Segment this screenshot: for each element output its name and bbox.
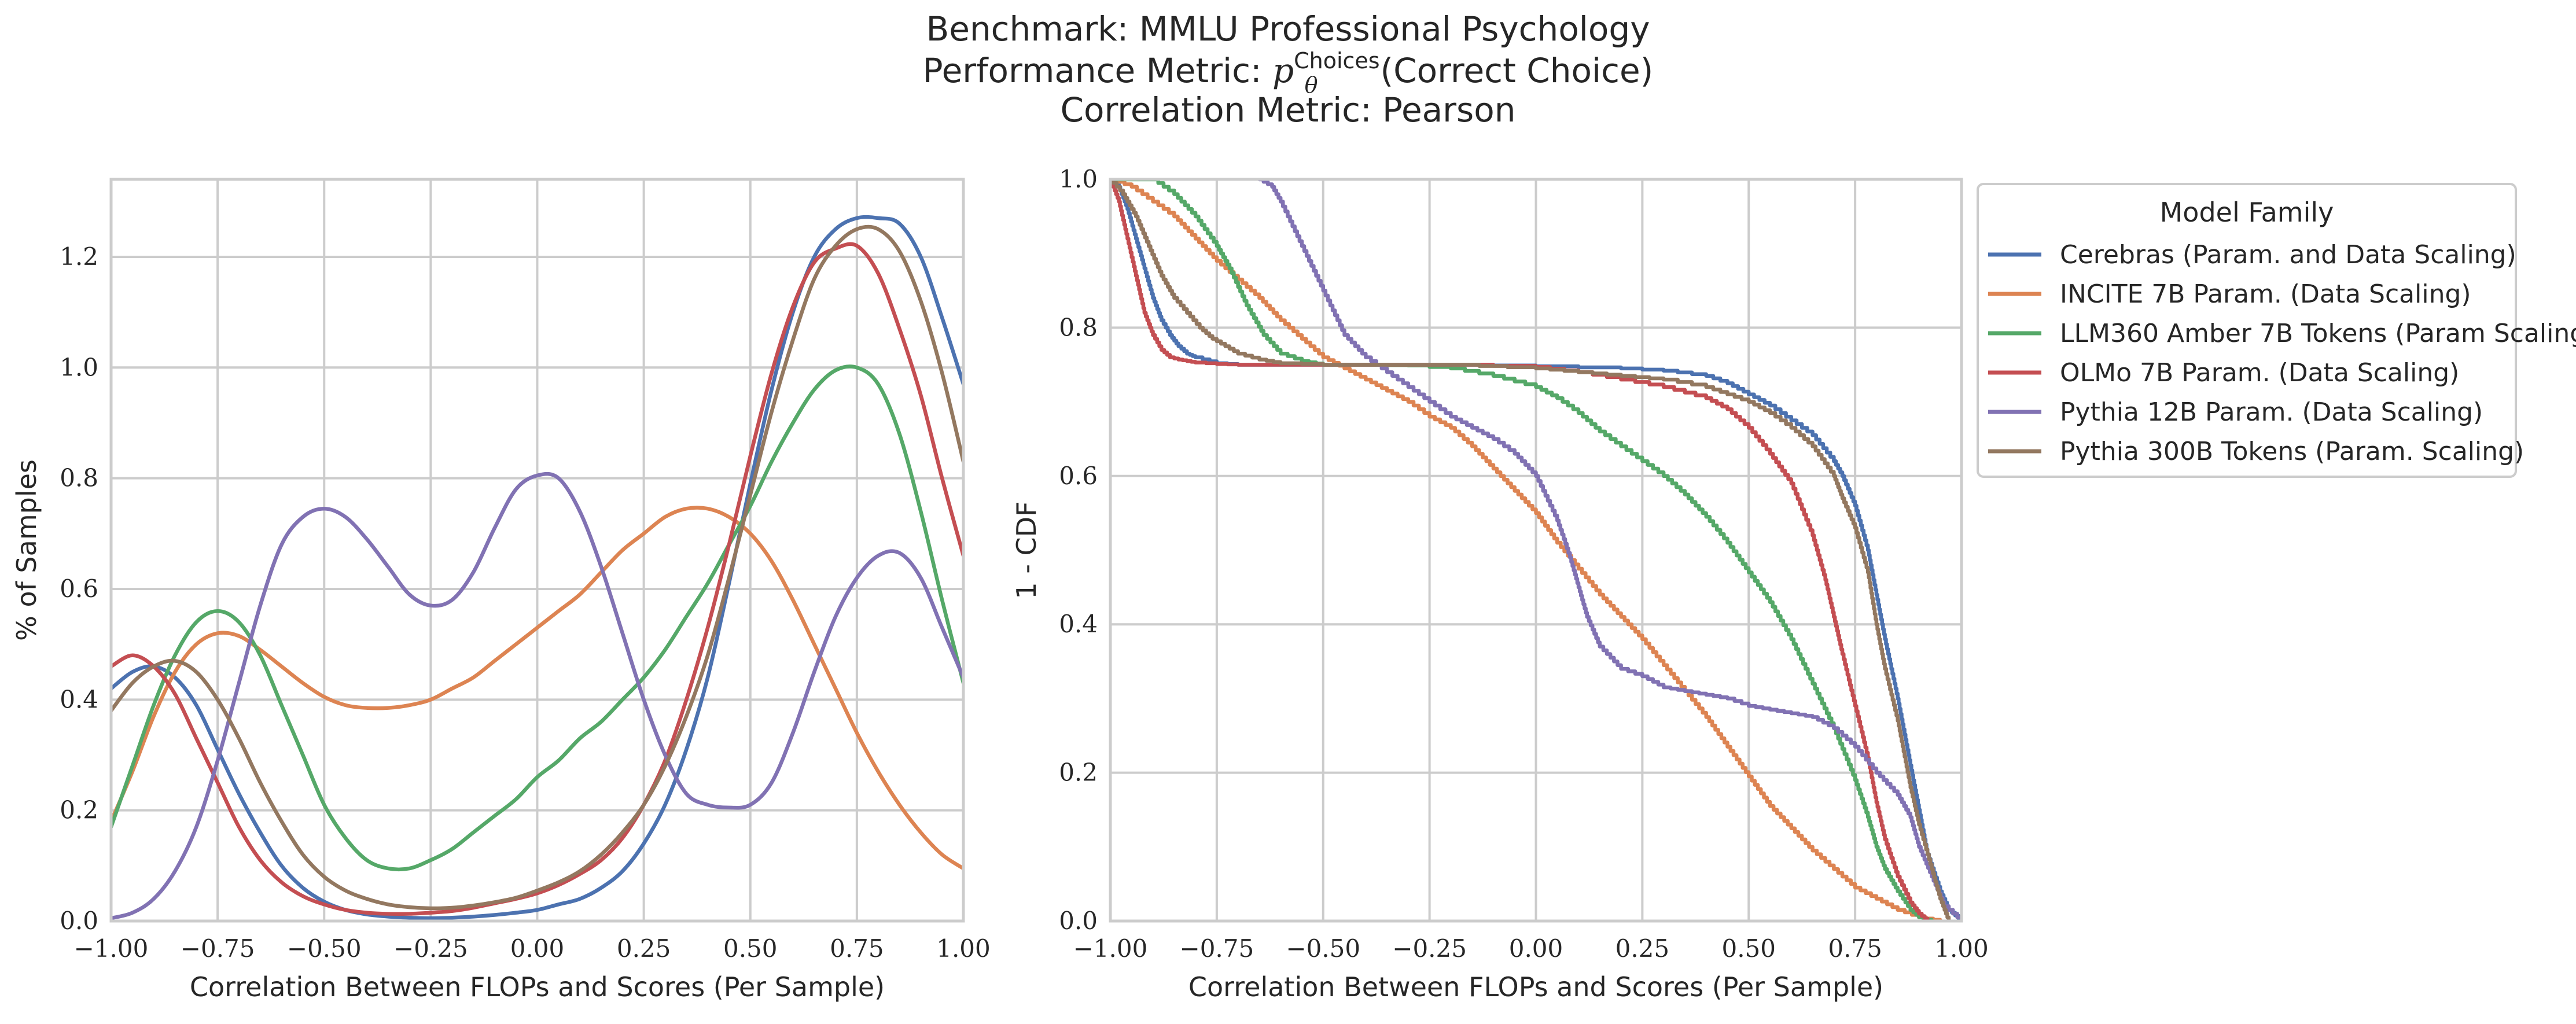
kde-y-tick-label: 1.2 (60, 242, 98, 271)
kde-y-tick-label: 1.0 (60, 353, 98, 381)
kde-y-tick-label: 0.2 (60, 796, 98, 824)
kde-panel: −1.00 −0.75 −0.50 −0.25 0.00 0.25 0.50 0.75 1.00… (11, 178, 991, 1003)
kde-grid (110, 179, 965, 922)
cdf-y-tick-label: 0.0 (1059, 907, 1098, 935)
cdf-x-tick-label: −0.25 (1392, 934, 1467, 963)
cdf-y-tick-label: 1.0 (1059, 165, 1098, 193)
cdf-curves (1110, 179, 1962, 921)
kde-x-tick-label: −0.50 (287, 934, 362, 963)
kde-y-tick-label: 0.8 (60, 464, 98, 492)
cdf-x-tick-label: −1.00 (1073, 934, 1148, 963)
kde-y-tick-label: 0.6 (60, 574, 98, 603)
cdf-series-line-6 (1110, 179, 1951, 921)
cdf-x-tick-label: −0.50 (1286, 934, 1360, 963)
kde-y-tick-label: 0.0 (60, 907, 98, 935)
legend-entry-label: LLM360 Amber 7B Tokens (Param Scaling) (2060, 319, 2576, 348)
cdf-plot-frame (1109, 178, 1963, 923)
title-line-2-prefix: Performance Metric: (923, 51, 1272, 90)
legend-entry-label: Pythia 12B Param. (Data Scaling) (2060, 397, 2483, 427)
cdf-x-tick-label: 0.75 (1828, 934, 1882, 963)
kde-series-line-5 (111, 472, 963, 920)
cdf-y-ticks: 0.0 0.2 0.4 0.6 0.8 1.0 (1059, 165, 1098, 935)
cdf-y-axis-label: 1 - CDF (1011, 501, 1042, 599)
cdf-series-line-4 (1110, 179, 1930, 921)
title-line-2: Performance Metric: pChoices θ (Correct Ch… (923, 48, 1654, 98)
kde-curves (111, 215, 963, 920)
kde-y-tick-label: 0.4 (60, 685, 98, 713)
kde-series-line-3 (111, 364, 963, 872)
kde-x-axis-label: Correlation Between FLOPs and Scores (Pe… (190, 971, 885, 1003)
kde-x-ticks: −1.00 −0.75 −0.50 −0.25 0.00 0.25 0.50 0.75 1.00 (74, 934, 991, 963)
cdf-y-tick-label: 0.8 (1059, 313, 1098, 341)
cdf-series-line-5 (1257, 179, 1962, 921)
title-line-2-sup: Choices (1294, 48, 1380, 73)
kde-series-line-6 (111, 224, 963, 911)
kde-x-tick-label: 0.00 (510, 934, 565, 963)
title-line-2-p: p (1272, 51, 1294, 90)
cdf-x-tick-label: −0.75 (1180, 934, 1254, 963)
title-line-3: Correlation Metric: Pearson (1061, 90, 1516, 130)
cdf-y-tick-label: 0.4 (1059, 610, 1098, 638)
kde-x-tick-label: −1.00 (74, 934, 149, 963)
kde-x-tick-label: 0.25 (617, 934, 671, 963)
legend-frame (1977, 183, 2517, 478)
kde-x-tick-label: 0.75 (830, 934, 884, 963)
legend-entry-label: Pythia 300B Tokens (Param. Scaling) (2060, 437, 2524, 466)
kde-x-tick-label: −0.25 (393, 934, 468, 963)
legend-title: Model Family (2160, 197, 2334, 228)
kde-plot-frame (109, 178, 965, 923)
cdf-y-tick-label: 0.2 (1059, 758, 1098, 787)
cdf-grid (1109, 178, 1963, 922)
kde-x-tick-label: 0.50 (723, 934, 778, 963)
title-line-1: Benchmark: MMLU Professional Psychology (926, 9, 1650, 49)
legend: Model Family Cerebras (Param. and Data S… (1977, 183, 2576, 478)
kde-y-ticks: 0.0 0.2 0.4 0.6 0.8 1.0 1.2 (60, 242, 98, 935)
cdf-x-ticks: −1.00 −0.75 −0.50 −0.25 0.00 0.25 0.50 0.75 1.00 (1073, 934, 1989, 963)
cdf-panel: −1.00 −0.75 −0.50 −0.25 0.00 0.25 0.50 0.75 1.00… (1011, 165, 1989, 1003)
cdf-x-tick-label: 1.00 (1934, 934, 1989, 963)
kde-x-tick-label: 1.00 (936, 934, 991, 963)
legend-entry-label: Cerebras (Param. and Data Scaling) (2060, 240, 2516, 270)
kde-series-line-2 (111, 506, 963, 871)
kde-x-tick-label: −0.75 (181, 934, 255, 963)
kde-y-axis-label: % of Samples (11, 459, 42, 641)
title-line-2-sub: θ (1305, 72, 1318, 98)
cdf-series-line-2 (1110, 179, 1942, 921)
cdf-x-axis-label: Correlation Between FLOPs and Scores (Pe… (1188, 971, 1883, 1003)
title-line-2-suffix: (Correct Choice) (1380, 51, 1653, 90)
kde-series-line-1 (111, 215, 963, 920)
cdf-x-tick-label: 0.00 (1509, 934, 1563, 963)
cdf-series-line-1 (1110, 179, 1962, 921)
legend-items: Cerebras (Param. and Data Scaling) INCITE… (1988, 240, 2576, 466)
figure-title: Benchmark: MMLU Professional Psychology … (923, 9, 1654, 130)
legend-entry-label: INCITE 7B Param. (Data Scaling) (2060, 279, 2471, 309)
cdf-x-tick-label: 0.25 (1615, 934, 1670, 963)
legend-entry-label: OLMo 7B Param. (Data Scaling) (2060, 358, 2459, 388)
cdf-y-tick-label: 0.6 (1059, 462, 1098, 490)
cdf-x-tick-label: 0.50 (1721, 934, 1776, 963)
cdf-series-line-3 (1110, 179, 1934, 921)
